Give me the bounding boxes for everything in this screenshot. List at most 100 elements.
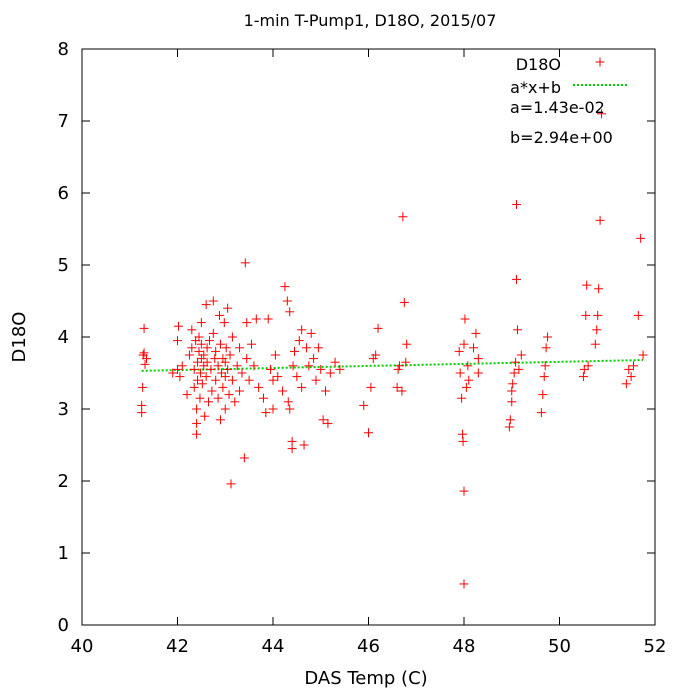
data-point [201, 300, 211, 310]
data-point [270, 350, 280, 360]
data-point [323, 418, 333, 428]
data-point [235, 343, 245, 353]
data-point [636, 233, 646, 243]
data-point [168, 368, 178, 378]
data-point [207, 386, 217, 396]
data-point [507, 386, 517, 396]
data-point [398, 212, 408, 222]
data-point [273, 372, 283, 382]
data-point [590, 339, 600, 349]
y-tick-label: 1 [58, 543, 69, 564]
data-point [242, 354, 252, 364]
data-point [211, 375, 221, 385]
data-point [230, 397, 240, 407]
data-point [193, 375, 203, 385]
data-point [621, 379, 631, 389]
data-point [220, 372, 230, 382]
data-point [192, 429, 202, 439]
data-point [173, 321, 183, 331]
data-point [211, 346, 221, 356]
legend-label-fit: a*x+b [510, 78, 561, 97]
data-point [473, 354, 483, 364]
y-tick-label: 8 [58, 39, 69, 60]
x-tick-label: 40 [71, 636, 94, 657]
data-point [458, 436, 468, 446]
data-point [215, 310, 225, 320]
data-point [297, 382, 307, 392]
data-point [200, 411, 210, 421]
data-point [140, 359, 150, 369]
data-point [177, 361, 187, 371]
data-point [594, 284, 604, 294]
data-point [215, 339, 225, 349]
fit-param-b: b=2.94e+00 [510, 128, 613, 147]
data-point [189, 364, 199, 374]
data-point [219, 318, 229, 328]
data-point [199, 350, 209, 360]
x-tick-label: 50 [548, 636, 571, 657]
data-point [335, 364, 345, 374]
legend: D18O a*x+b [510, 55, 627, 97]
data-point [220, 357, 230, 367]
data-point [395, 361, 405, 371]
data-point [247, 339, 257, 349]
data-point [210, 354, 220, 364]
data-point [638, 350, 648, 360]
data-point [173, 364, 182, 374]
data-point [579, 364, 589, 374]
data-point [254, 382, 264, 392]
data-point [225, 350, 235, 360]
data-point [285, 404, 295, 414]
data-point [459, 579, 469, 589]
data-point [283, 397, 293, 407]
data-point [325, 368, 335, 378]
data-point [516, 350, 526, 360]
y-tick-label: 5 [58, 255, 69, 276]
data-point [582, 280, 592, 290]
data-point [459, 339, 469, 349]
data-point [536, 408, 546, 418]
data-point [196, 339, 206, 349]
data-point [464, 375, 474, 385]
data-point [512, 200, 522, 210]
data-point [204, 336, 214, 346]
data-point [288, 361, 298, 371]
data-point [454, 346, 464, 356]
data-point [289, 346, 299, 356]
fit-line [141, 359, 644, 372]
data-point [457, 393, 467, 403]
data-point [371, 350, 381, 360]
data-point [512, 274, 522, 284]
data-point [311, 375, 321, 385]
data-point [330, 357, 340, 367]
data-point [196, 318, 206, 328]
data-point [460, 314, 470, 324]
y-tick-label: 0 [58, 615, 69, 636]
data-point [595, 215, 605, 225]
data-point [215, 415, 225, 425]
data-point [469, 343, 479, 353]
x-tick-label: 42 [166, 636, 189, 657]
data-point [249, 361, 259, 371]
data-point [397, 386, 407, 396]
data-point [401, 357, 411, 367]
data-point [242, 318, 252, 328]
data-point [368, 354, 378, 364]
data-point [316, 364, 326, 374]
data-point [364, 428, 373, 438]
data-point [227, 332, 237, 342]
data-point [258, 393, 268, 403]
data-point [633, 310, 643, 320]
data-point [216, 368, 226, 378]
data-point [629, 361, 639, 371]
data-point [393, 364, 403, 374]
data-point [461, 382, 471, 392]
data-point [192, 404, 202, 414]
data-point [237, 368, 247, 378]
data-point [583, 361, 593, 371]
y-tick-label: 2 [58, 471, 69, 492]
data-point [373, 323, 383, 333]
y-tick-label: 7 [58, 111, 69, 132]
data-point [287, 436, 297, 446]
fit-line-layer [141, 359, 644, 372]
